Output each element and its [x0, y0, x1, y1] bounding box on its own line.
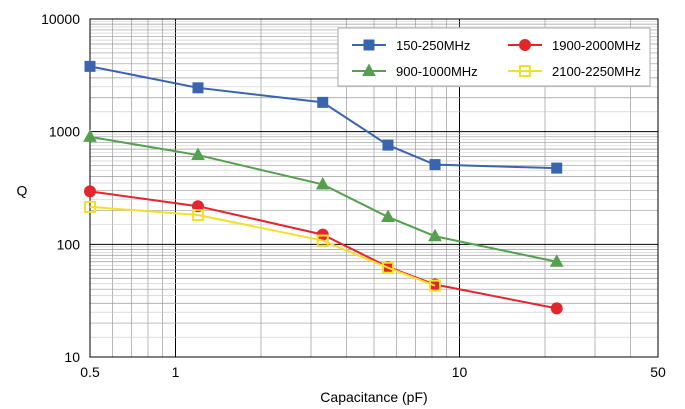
x-axis-title: Capacitance (pF)	[320, 389, 427, 405]
data-point	[429, 279, 442, 292]
data-point	[191, 209, 204, 222]
data-point	[550, 302, 563, 315]
legend-marker	[363, 39, 375, 51]
legend-item: 1900-2000MHz	[508, 38, 641, 53]
data-point	[551, 162, 563, 174]
legend-marker	[362, 63, 376, 76]
data-point	[549, 254, 564, 267]
data-point	[317, 96, 329, 108]
series-line	[89, 135, 557, 263]
data-point	[429, 159, 441, 171]
data-point	[84, 60, 96, 72]
data-point	[315, 176, 330, 190]
data-point	[382, 139, 394, 151]
y-tick-label: 10	[64, 349, 80, 365]
legend-marker	[519, 65, 531, 77]
data-point	[191, 200, 204, 213]
y-axis-title: Q	[17, 183, 28, 199]
series-3	[84, 185, 563, 315]
data-point	[316, 234, 329, 247]
legend-box	[337, 27, 651, 87]
series-line	[89, 190, 557, 310]
legend-label: 2100-2250MHz	[552, 64, 641, 79]
x-tick-label: 1	[172, 364, 180, 380]
y-tick-label: 10000	[41, 11, 80, 27]
y-tick-label: 1000	[49, 124, 80, 140]
x-tick-label: 0.5	[80, 364, 100, 380]
data-point	[84, 200, 96, 213]
x-tick-label: 10	[452, 364, 468, 380]
legend-label: 900-1000MHz	[396, 64, 478, 79]
data-point	[428, 228, 442, 242]
y-tick-labels: 10 100 1000 10000	[41, 11, 80, 365]
data-point	[83, 129, 97, 142]
legend-item: 900-1000MHz	[352, 63, 478, 79]
series-2	[83, 129, 564, 267]
data-point	[84, 185, 96, 198]
legend-item: 150-250MHz	[352, 38, 470, 53]
series-layer	[83, 60, 564, 315]
x-tick-labels: 0.5 1 10 50	[80, 364, 666, 380]
series-1	[84, 60, 563, 174]
legend-label: 150-250MHz	[396, 38, 470, 53]
data-point	[381, 209, 395, 222]
legend-marker	[519, 39, 531, 51]
series-line	[89, 65, 557, 170]
data-point	[191, 147, 205, 161]
series-4	[84, 200, 442, 292]
legend-label: 1900-2000MHz	[552, 38, 641, 53]
data-point	[192, 82, 204, 94]
y-tick-label: 100	[57, 236, 81, 252]
legend: 150-250MHz 900-1000MHz 1900-2000MHz 2100-22…	[337, 27, 651, 87]
x-tick-label: 50	[650, 364, 666, 380]
legend-item: 2100-2250MHz	[508, 64, 641, 79]
series-line	[89, 205, 436, 287]
data-point	[381, 261, 394, 274]
